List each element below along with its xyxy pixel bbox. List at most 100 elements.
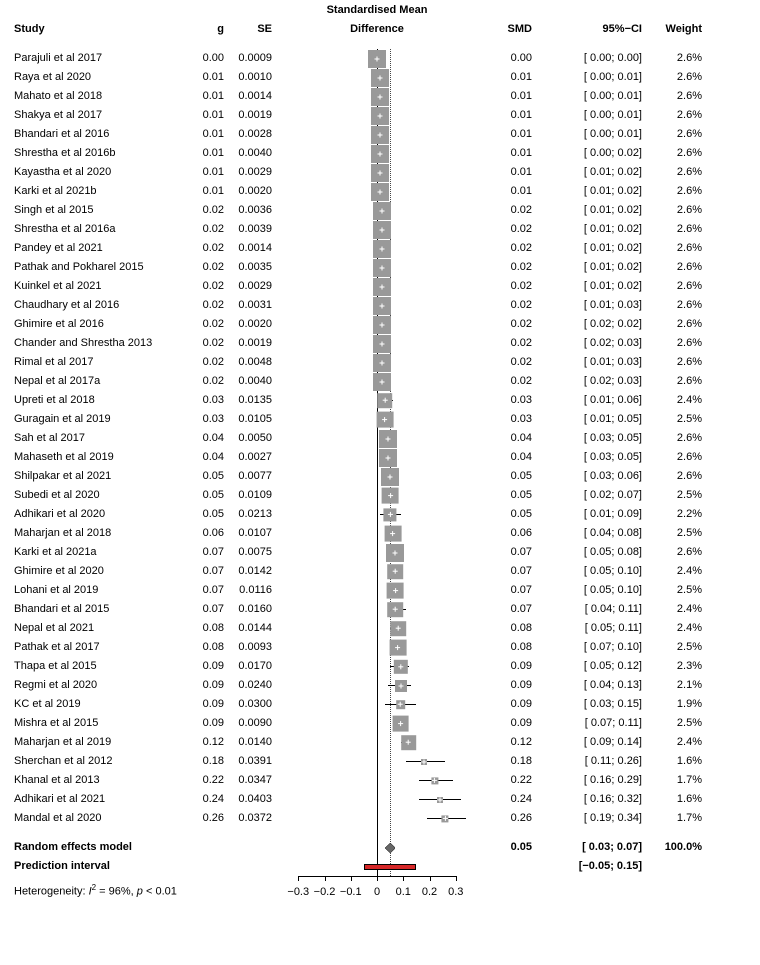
- header-row: Study g SE Standardised Mean Difference …: [14, 20, 746, 39]
- study-se: 0.0029: [224, 163, 272, 182]
- study-g: 0.04: [184, 448, 224, 467]
- study-row: Shakya et al 20170.010.00190.01[ 0.00; 0…: [14, 106, 746, 125]
- study-row: Guragain et al 20190.030.01050.03[ 0.01;…: [14, 410, 746, 429]
- study-ci: [ 0.01; 0.03]: [532, 296, 642, 315]
- study-name: Chaudhary et al 2016: [14, 296, 184, 315]
- study-ci: [ 0.03; 0.06]: [532, 467, 642, 486]
- study-smd: 0.02: [482, 239, 532, 258]
- study-g: 0.09: [184, 695, 224, 714]
- study-name: Kayastha et al 2020: [14, 163, 184, 182]
- study-weight: 2.6%: [642, 125, 702, 144]
- hdr-study: Study: [14, 20, 184, 39]
- study-se: 0.0142: [224, 562, 272, 581]
- study-weight: 2.6%: [642, 372, 702, 391]
- study-se: 0.0403: [224, 790, 272, 809]
- study-se: 0.0077: [224, 467, 272, 486]
- study-smd: 0.03: [482, 410, 532, 429]
- study-ci: [ 0.05; 0.12]: [532, 657, 642, 676]
- study-smd: 0.01: [482, 163, 532, 182]
- study-row: Mahaseth et al 20190.040.00270.04[ 0.03;…: [14, 448, 746, 467]
- study-name: Sherchan et al 2012: [14, 752, 184, 771]
- study-marker: [272, 676, 482, 695]
- study-weight: 2.6%: [642, 87, 702, 106]
- study-weight: 1.6%: [642, 752, 702, 771]
- study-ci: [ 0.16; 0.29]: [532, 771, 642, 790]
- study-smd: 0.01: [482, 106, 532, 125]
- study-smd: 0.01: [482, 125, 532, 144]
- study-marker: [272, 429, 482, 448]
- study-row: Karki et al 2021a0.070.00750.07[ 0.05; 0…: [14, 543, 746, 562]
- study-g: 0.02: [184, 239, 224, 258]
- study-marker: [272, 638, 482, 657]
- axis-tick-label: −0.1: [340, 883, 362, 902]
- study-ci: [ 0.05; 0.10]: [532, 562, 642, 581]
- study-smd: 0.12: [482, 733, 532, 752]
- study-g: 0.02: [184, 258, 224, 277]
- prediction-bar: [272, 857, 482, 876]
- study-marker: [272, 600, 482, 619]
- study-name: Mahato et al 2018: [14, 87, 184, 106]
- study-se: 0.0300: [224, 695, 272, 714]
- study-weight: 2.4%: [642, 619, 702, 638]
- study-smd: 0.05: [482, 505, 532, 524]
- study-marker: [272, 562, 482, 581]
- study-row: Rimal et al 20170.020.00480.02[ 0.01; 0.…: [14, 353, 746, 372]
- study-name: Subedi et al 2020: [14, 486, 184, 505]
- study-marker: [272, 410, 482, 429]
- study-name: Sah et al 2017: [14, 429, 184, 448]
- study-smd: 0.06: [482, 524, 532, 543]
- study-g: 0.02: [184, 372, 224, 391]
- study-smd: 0.04: [482, 448, 532, 467]
- study-smd: 0.02: [482, 201, 532, 220]
- study-name: Adhikari et al 2020: [14, 505, 184, 524]
- study-g: 0.18: [184, 752, 224, 771]
- study-ci: [ 0.00; 0.02]: [532, 144, 642, 163]
- study-marker: [272, 619, 482, 638]
- study-se: 0.0107: [224, 524, 272, 543]
- study-name: Upreti et al 2018: [14, 391, 184, 410]
- study-row: Upreti et al 20180.030.01350.03[ 0.01; 0…: [14, 391, 746, 410]
- study-name: Pandey et al 2021: [14, 239, 184, 258]
- hdr-ci: 95%−CI: [532, 20, 642, 39]
- plot-body: Parajuli et al 20170.000.00090.00[ 0.00;…: [14, 49, 746, 876]
- study-ci: [ 0.04; 0.13]: [532, 676, 642, 695]
- study-name: Shrestha et al 2016b: [14, 144, 184, 163]
- study-row: Karki et al 2021b0.010.00200.01[ 0.01; 0…: [14, 182, 746, 201]
- study-se: 0.0029: [224, 277, 272, 296]
- study-g: 0.05: [184, 467, 224, 486]
- study-name: Karki et al 2021a: [14, 543, 184, 562]
- study-weight: 2.6%: [642, 239, 702, 258]
- study-g: 0.07: [184, 600, 224, 619]
- study-weight: 2.6%: [642, 334, 702, 353]
- study-g: 0.04: [184, 429, 224, 448]
- summary-label: Random effects model: [14, 838, 184, 857]
- axis-tick-label: 0.2: [422, 883, 437, 902]
- study-ci: [ 0.00; 0.00]: [532, 49, 642, 68]
- study-weight: 2.6%: [642, 277, 702, 296]
- study-marker: [272, 790, 482, 809]
- study-weight: 2.4%: [642, 562, 702, 581]
- study-smd: 0.07: [482, 581, 532, 600]
- study-se: 0.0144: [224, 619, 272, 638]
- study-name: Pathak et al 2017: [14, 638, 184, 657]
- axis-tick-label: 0.1: [396, 883, 411, 902]
- study-marker: [272, 87, 482, 106]
- study-weight: 2.6%: [642, 467, 702, 486]
- study-smd: 0.02: [482, 258, 532, 277]
- study-row: Sherchan et al 20120.180.03910.18[ 0.11;…: [14, 752, 746, 771]
- study-smd: 0.03: [482, 391, 532, 410]
- summary-diamond: [272, 838, 482, 857]
- hdr-smd: SMD: [482, 20, 532, 39]
- study-se: 0.0135: [224, 391, 272, 410]
- summary-row: Random effects model 0.05 [ 0.03; 0.07] …: [14, 838, 746, 857]
- heterogeneity-text: Heterogeneity: I2 = 96%, p < 0.01: [14, 878, 272, 902]
- study-row: Pandey et al 20210.020.00140.02[ 0.01; 0…: [14, 239, 746, 258]
- study-weight: 2.5%: [642, 410, 702, 429]
- study-row: Kayastha et al 20200.010.00290.01[ 0.01;…: [14, 163, 746, 182]
- hdr-plot: Standardised Mean Difference: [272, 20, 482, 39]
- study-smd: 0.02: [482, 315, 532, 334]
- study-se: 0.0240: [224, 676, 272, 695]
- study-smd: 0.09: [482, 676, 532, 695]
- study-row: Bhandari et al 20160.010.00280.01[ 0.00;…: [14, 125, 746, 144]
- study-name: Parajuli et al 2017: [14, 49, 184, 68]
